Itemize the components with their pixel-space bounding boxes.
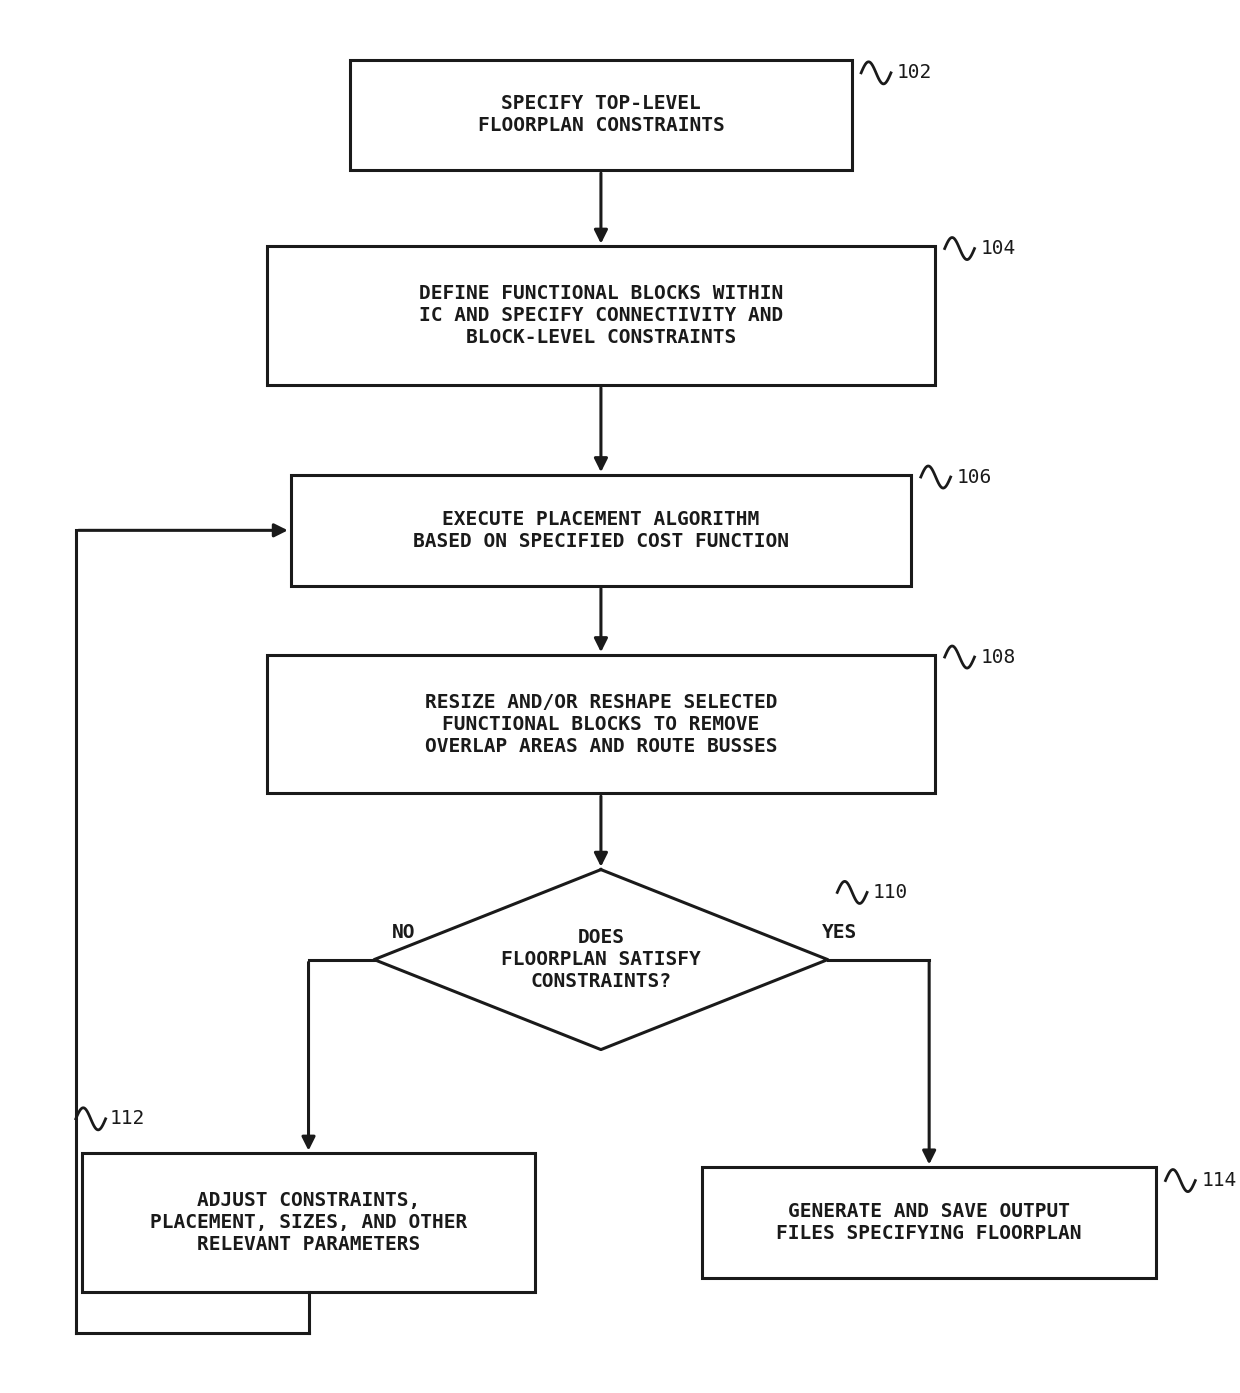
Text: 106: 106: [956, 468, 992, 486]
Bar: [702, 1167, 1156, 1277]
Bar: [82, 1153, 536, 1291]
Text: RESIZE AND/OR RESHAPE SELECTED
FUNCTIONAL BLOCKS TO REMOVE
OVERLAP AREAS AND ROU: RESIZE AND/OR RESHAPE SELECTED FUNCTIONA…: [424, 692, 777, 755]
Text: ADJUST CONSTRAINTS,
PLACEMENT, SIZES, AND OTHER
RELEVANT PARAMETERS: ADJUST CONSTRAINTS, PLACEMENT, SIZES, AN…: [150, 1191, 467, 1254]
Text: DOES
FLOORPLAN SATISFY
CONSTRAINTS?: DOES FLOORPLAN SATISFY CONSTRAINTS?: [501, 928, 701, 990]
Bar: [267, 655, 935, 794]
Text: EXECUTE PLACEMENT ALGORITHM
BASED ON SPECIFIED COST FUNCTION: EXECUTE PLACEMENT ALGORITHM BASED ON SPE…: [413, 510, 789, 550]
Text: 110: 110: [873, 883, 909, 901]
Bar: [290, 475, 911, 585]
Text: GENERATE AND SAVE OUTPUT
FILES SPECIFYING FLOORPLAN: GENERATE AND SAVE OUTPUT FILES SPECIFYIN…: [776, 1202, 1083, 1243]
Text: DEFINE FUNCTIONAL BLOCKS WITHIN
IC AND SPECIFY CONNECTIVITY AND
BLOCK-LEVEL CONS: DEFINE FUNCTIONAL BLOCKS WITHIN IC AND S…: [419, 284, 782, 347]
Polygon shape: [374, 869, 828, 1049]
Bar: [350, 60, 852, 170]
Text: 112: 112: [109, 1109, 144, 1128]
Text: 114: 114: [1202, 1172, 1236, 1190]
Text: 102: 102: [897, 63, 932, 82]
Text: 108: 108: [981, 648, 1016, 666]
Text: SPECIFY TOP-LEVEL
FLOORPLAN CONSTRAINTS: SPECIFY TOP-LEVEL FLOORPLAN CONSTRAINTS: [477, 95, 724, 135]
Text: NO: NO: [392, 922, 415, 942]
Bar: [267, 247, 935, 384]
Text: 104: 104: [981, 240, 1016, 258]
Text: YES: YES: [822, 922, 857, 942]
